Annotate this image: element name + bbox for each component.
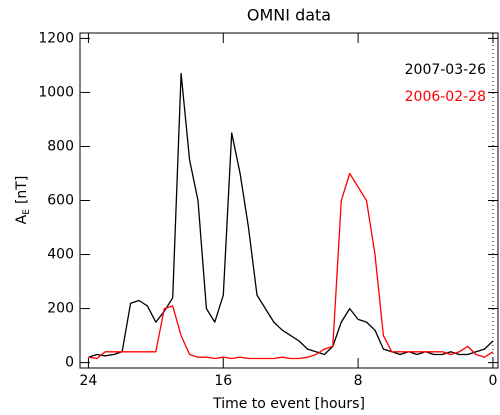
x-tick-label: 0 xyxy=(488,373,497,389)
plot-frame xyxy=(79,32,499,369)
y-tick-label: 800 xyxy=(47,138,74,154)
x-tick-label: 24 xyxy=(80,373,98,389)
y-label-subscript: E xyxy=(22,209,32,215)
y-tick-label: 1000 xyxy=(38,84,74,100)
y-tick-label: 1200 xyxy=(38,30,74,46)
y-tick-label: 0 xyxy=(65,355,74,371)
y-tick-label: 600 xyxy=(47,193,74,209)
y-label-base: A xyxy=(14,214,30,224)
y-tick-label: 400 xyxy=(47,247,74,263)
x-tick-label: 8 xyxy=(354,373,363,389)
y-axis-label: AE [nT] xyxy=(14,176,32,225)
y-label-unit: [nT] xyxy=(14,176,30,204)
y-tick-label: 200 xyxy=(47,301,74,317)
legend-label: 2007-03-26 xyxy=(405,62,486,78)
series-line xyxy=(88,72,494,358)
x-tick-label: 16 xyxy=(214,373,232,389)
legend-label: 2006-02-28 xyxy=(405,89,486,105)
series-line xyxy=(88,172,494,360)
x-axis-label: Time to event [hours] xyxy=(212,396,365,412)
chart-title: OMNI data xyxy=(247,6,331,25)
